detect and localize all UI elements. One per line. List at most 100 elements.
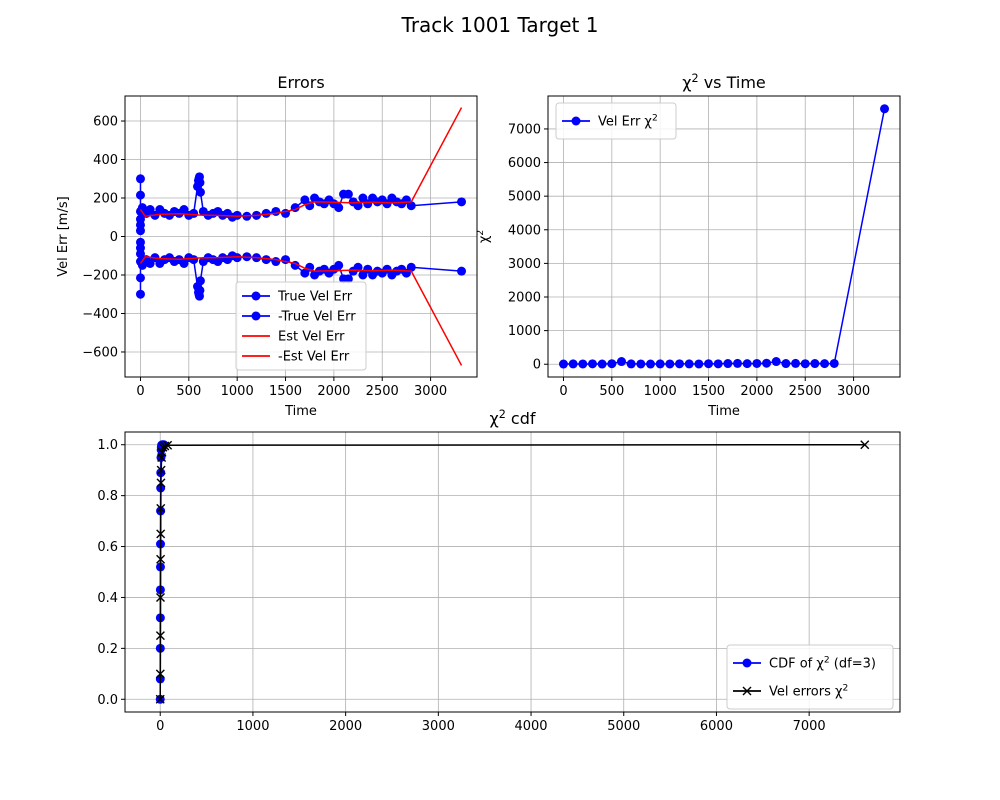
data-point [195,187,205,197]
legend: Vel Err χ2 [555,102,677,140]
x-tick-label: 6000 [700,719,733,734]
y-axis-label: χ2 [476,230,492,243]
x-tick-label: 2500 [789,384,822,399]
x-tick-label: 2500 [366,384,399,399]
data-point [771,357,781,367]
data-point [665,359,675,369]
legend: CDF of χ2 (df=3) Vel errors χ2 [726,644,894,710]
data-point [406,201,416,211]
data-point [155,694,165,704]
x-tick-label: 2000 [317,384,350,399]
data-point [343,189,353,199]
data-point [155,669,165,679]
data-point [568,359,578,369]
x-tick-label: 0 [136,384,144,399]
data-point [155,631,165,641]
data-point [135,237,145,247]
y-tick-label: 0.8 [97,489,118,504]
y-tick-label: 6000 [508,156,541,171]
data-point [195,285,205,295]
legend-label: -Est Vel Err [278,350,350,365]
x-axis-label: Time [707,404,740,419]
axes-frame [124,431,901,713]
data-point [271,206,281,216]
data-point [135,226,145,236]
data-point [160,441,170,451]
data-point [457,266,467,276]
data-point [781,359,791,369]
data-point [156,554,166,564]
data-point [713,359,723,369]
data-point [135,190,145,200]
data-point [334,203,344,213]
legend-swatch-marker [742,686,752,696]
y-tick-label: −200 [82,268,118,283]
data-point [800,359,810,369]
legend-swatch-marker [742,658,752,668]
y-tick-label: 600 [93,115,118,130]
legend-frame [235,281,367,371]
figure-suptitle: Track 1001 Target 1 [401,13,599,37]
legend-label: Est Vel Err [278,330,345,345]
y-tick-label: −600 [82,345,118,360]
data-point [156,529,166,539]
legend-label: True Vel Err [277,290,353,305]
data-point [195,276,205,286]
data-point [558,359,568,369]
x-tick-label: 2000 [740,384,773,399]
data-point [457,197,467,207]
data-point [232,253,242,263]
x-tick-label: 5000 [607,719,640,734]
y-tick-label: 7000 [508,122,541,137]
y-tick-label: −400 [82,307,118,322]
data-point [636,359,646,369]
y-tick-label: 0.2 [97,642,118,657]
data-point [742,359,752,369]
x-tick-label: 2000 [329,719,362,734]
data-point [334,260,344,270]
data-point [163,440,173,450]
data-point [578,359,588,369]
y-tick-label: 3000 [508,257,541,272]
data-point [597,359,607,369]
x-tick-label: 4000 [514,719,547,734]
x-tick-label: 1000 [644,384,677,399]
data-point [762,358,772,368]
x-tick-label: 500 [176,384,201,399]
x-tick-label: 1500 [692,384,725,399]
data-point [261,255,271,265]
legend-swatch-marker [571,116,581,126]
data-point [723,359,733,369]
chi2-vs-time-subplot: 0 500 1000 1500 2000 2500 3000 0 1000 2000 3000 400… [476,72,901,419]
data-point [752,358,762,368]
x-axis-label: Time [284,404,317,419]
axes-frame [547,95,901,378]
y-tick-label: 0.0 [97,693,118,708]
data-point [587,359,597,369]
y-tick-label: 1000 [508,324,541,339]
y-tick-label: 5000 [508,190,541,205]
legend-swatch-marker [251,311,261,321]
data-point [261,208,271,218]
series-line-3 [139,255,463,366]
y-tick-label: 0.6 [97,540,118,555]
data-point [646,359,656,369]
series-group [135,107,467,366]
x-tick-label: 1000 [221,384,254,399]
x-tick-label: 3000 [422,719,455,734]
data-point [820,359,830,369]
chi2-cdf-subplot: 0 1000 2000 3000 4000 5000 6000 7000 0.0 0.2 0.4 0.… [97,408,901,734]
data-point [607,359,617,369]
series-group [155,440,870,704]
y-tick-label: 0.4 [97,591,118,606]
x-tick-label: 0 [156,719,164,734]
data-point [616,357,626,367]
data-point [694,359,704,369]
x-tick-label: 0 [559,384,567,399]
data-point [626,359,636,369]
y-tick-label: 200 [93,192,118,207]
data-point [655,359,665,369]
data-point [880,104,890,114]
y-tick-label: 400 [93,153,118,168]
data-point [232,210,242,220]
